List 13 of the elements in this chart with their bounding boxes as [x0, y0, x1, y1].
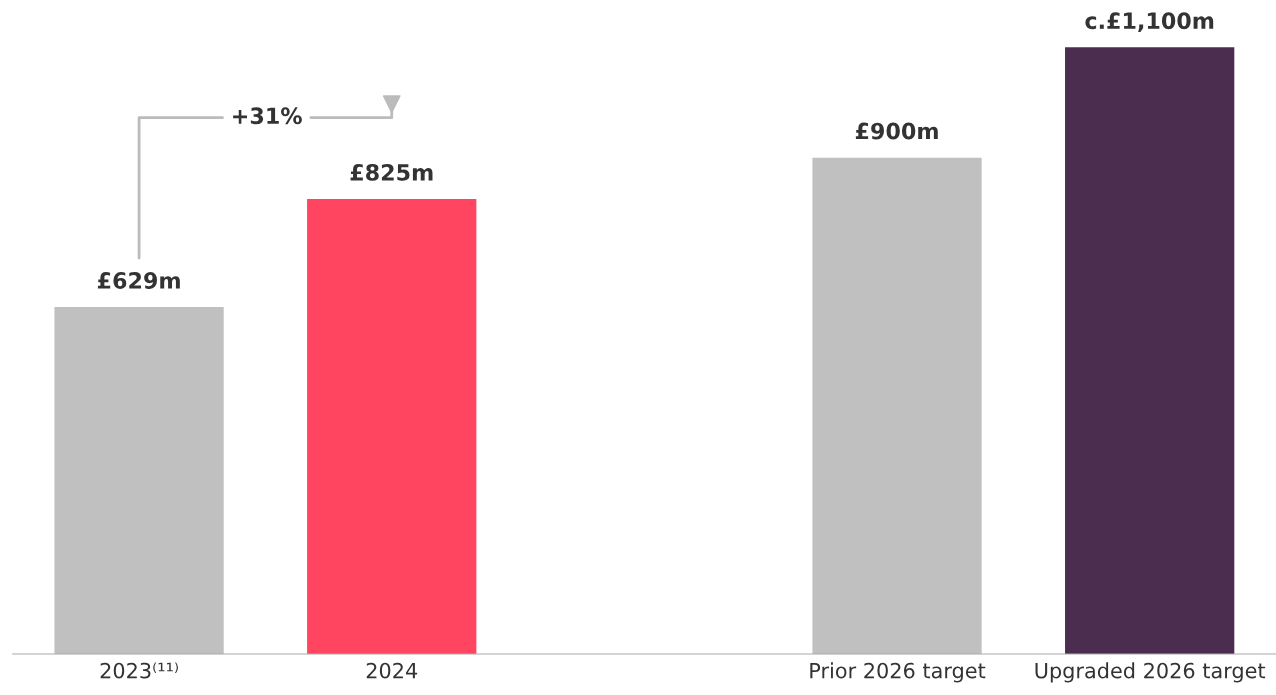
data-label: £629m	[97, 272, 180, 289]
x-tick-label: Prior 2026 target	[810, 662, 986, 683]
bar	[1065, 47, 1235, 654]
x-tick-label: Upgraded 2026 target	[1035, 662, 1266, 683]
data-label: £900m	[855, 122, 938, 140]
annotation: +31%	[233, 107, 302, 125]
bar	[307, 198, 477, 654]
data-label: £825m	[350, 163, 433, 181]
data-label: c.£1,100m	[1085, 12, 1214, 32]
bar	[54, 307, 224, 654]
x-tick-label: 2024	[366, 662, 418, 679]
bar	[812, 157, 982, 654]
x-tick-label: 2023⁽¹¹⁾	[100, 662, 178, 679]
